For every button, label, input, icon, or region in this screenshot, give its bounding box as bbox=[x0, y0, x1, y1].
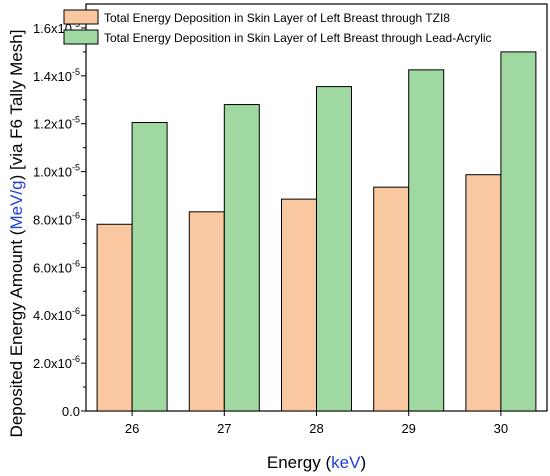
bar-series-1-26 bbox=[96, 223, 133, 412]
y-axis-title-unit: MeV/g bbox=[7, 180, 26, 229]
y-tick-exponent: -6 bbox=[72, 306, 80, 316]
y-tick-exponent: -5 bbox=[72, 67, 80, 77]
y-axis-title-prefix: Deposited Energy Amount ( bbox=[7, 229, 26, 437]
y-tick-exponent: -6 bbox=[72, 210, 80, 220]
y-tick-mantissa: 1.4x10 bbox=[33, 69, 72, 84]
legend-label-1: Total Energy Deposition in Skin Layer of… bbox=[104, 11, 450, 25]
bar-series-2-26 bbox=[131, 122, 168, 412]
y-tick-exponent: -5 bbox=[72, 163, 80, 173]
y-tick-label: 1.2x10-5 bbox=[33, 115, 80, 132]
y-tick-mantissa: 1.6x10 bbox=[33, 21, 72, 36]
bar-series-2-30 bbox=[500, 51, 537, 412]
y-tick-label: 1.4x10-5 bbox=[33, 67, 80, 84]
x-axis-title-unit: keV bbox=[331, 453, 361, 472]
y-tick-label: 1.0x10-5 bbox=[33, 163, 80, 180]
y-tick-exponent: -6 bbox=[72, 258, 80, 268]
bar-series-1-30 bbox=[465, 174, 502, 412]
y-tick-mantissa: 4.0x10 bbox=[33, 308, 72, 323]
x-tick-label: 27 bbox=[217, 421, 231, 436]
y-tick-mantissa: 1.2x10 bbox=[33, 117, 72, 132]
x-tick-label: 30 bbox=[494, 421, 508, 436]
y-axis-title-suffix: ) [via F6 Tally Mesh] bbox=[7, 30, 26, 181]
x-axis-title-suffix: ) bbox=[360, 453, 366, 472]
y-tick-mantissa: 1.0x10 bbox=[33, 165, 72, 180]
bar-series-1-27 bbox=[188, 211, 225, 412]
x-axis-title-prefix: Energy ( bbox=[267, 453, 332, 472]
legend-swatch-2 bbox=[63, 29, 99, 45]
y-tick-label: 6.0x10-6 bbox=[33, 258, 80, 275]
y-tick-mantissa: 2.0x10 bbox=[33, 356, 72, 371]
legend-label-2: Total Energy Deposition in Skin Layer of… bbox=[104, 31, 492, 45]
y-tick-mantissa: 0.0 bbox=[62, 404, 80, 419]
bar-series-1-28 bbox=[281, 198, 317, 412]
y-tick-exponent: -5 bbox=[72, 115, 80, 125]
y-tick-label: 2.0x10-6 bbox=[33, 354, 80, 371]
y-tick-label: 4.0x10-6 bbox=[33, 306, 80, 323]
x-axis-title: Energy (keV) bbox=[267, 453, 366, 472]
bar-series-2-29 bbox=[408, 69, 445, 412]
bar-series-1-29 bbox=[373, 186, 410, 412]
y-tick-label: 8.0x10-6 bbox=[33, 210, 80, 227]
bar-series-2-27 bbox=[223, 104, 260, 412]
legend-swatch-1 bbox=[63, 9, 99, 25]
x-tick-label: 28 bbox=[309, 421, 323, 436]
y-tick-exponent: -6 bbox=[72, 354, 80, 364]
y-tick-label: 0.0 bbox=[62, 404, 80, 419]
y-tick-mantissa: 8.0x10 bbox=[33, 212, 72, 227]
y-axis-title: Deposited Energy Amount (MeV/g) [via F6 … bbox=[7, 30, 26, 438]
bar-series-2-28 bbox=[316, 86, 352, 412]
x-tick-label: 26 bbox=[125, 421, 139, 436]
x-tick-label: 29 bbox=[401, 421, 415, 436]
y-tick-mantissa: 6.0x10 bbox=[33, 260, 72, 275]
